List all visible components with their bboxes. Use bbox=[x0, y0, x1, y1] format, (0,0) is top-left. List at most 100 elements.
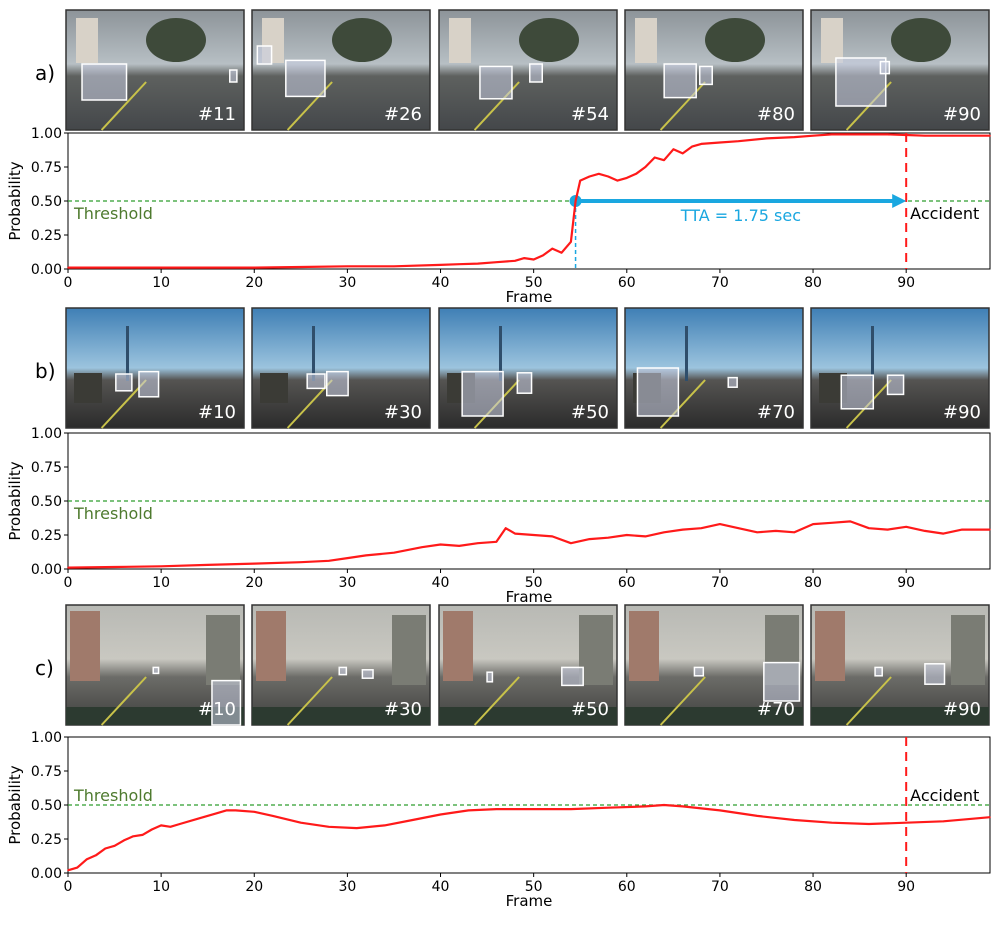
x-tick-label: 80 bbox=[804, 879, 822, 895]
probability-series-line bbox=[68, 133, 990, 269]
data-point bbox=[514, 260, 516, 262]
data-point bbox=[588, 538, 591, 540]
detection-box bbox=[699, 65, 713, 86]
data-point bbox=[719, 141, 721, 144]
data-point bbox=[197, 817, 200, 820]
data-point bbox=[625, 534, 628, 536]
building-shape bbox=[256, 611, 286, 681]
detection-box bbox=[516, 372, 533, 394]
data-point bbox=[989, 816, 991, 819]
x-tick-label: 10 bbox=[152, 275, 170, 291]
data-point bbox=[579, 179, 582, 182]
tree-shape bbox=[519, 18, 579, 62]
data-point bbox=[625, 177, 628, 179]
panel-c: c) #10 #30 #50 #70 #90 0.00 0.25 0.50 0.75 1.00 0 10… bbox=[6, 604, 991, 910]
data-point bbox=[574, 200, 577, 202]
detection-box bbox=[763, 661, 801, 702]
x-tick-label: 90 bbox=[897, 575, 915, 591]
data-point bbox=[300, 821, 302, 824]
probability-series-line bbox=[67, 520, 990, 569]
data-point bbox=[942, 820, 945, 823]
y-axis-label: Probability bbox=[6, 461, 24, 540]
data-point bbox=[942, 532, 945, 535]
building-shape bbox=[206, 615, 240, 685]
building-shape bbox=[815, 611, 845, 681]
pole-shape bbox=[871, 326, 874, 381]
panel-a: a) #11 #26 #54 #80 #90 0.00 0.25 0.50 0.75 1.00 0 10… bbox=[6, 9, 991, 306]
data-point bbox=[225, 809, 228, 812]
frame-thumbnail: #70 bbox=[624, 307, 804, 429]
data-point bbox=[160, 824, 162, 827]
data-point bbox=[495, 808, 498, 810]
data-point bbox=[756, 815, 758, 817]
building-shape bbox=[449, 18, 471, 63]
data-point bbox=[458, 545, 460, 547]
lane-line bbox=[659, 379, 706, 429]
frame-thumbnail: #11 bbox=[65, 9, 245, 131]
data-point bbox=[570, 808, 572, 810]
chart: 0.00 0.25 0.50 0.75 1.00 0 10 20 30 40 50 60 70 80 90 F… bbox=[6, 730, 991, 910]
data-point bbox=[113, 845, 116, 847]
x-axis-label: Frame bbox=[506, 588, 553, 606]
data-point bbox=[178, 823, 181, 825]
data-point bbox=[300, 561, 302, 563]
detection-box bbox=[886, 374, 905, 396]
x-axis-label: Frame bbox=[506, 288, 553, 306]
data-point bbox=[346, 265, 349, 268]
frame-number: #70 bbox=[757, 699, 795, 720]
lane-line bbox=[659, 81, 706, 131]
detection-box bbox=[138, 370, 160, 398]
data-point bbox=[886, 528, 889, 531]
frame-number: #10 bbox=[198, 699, 236, 720]
probability-series-line bbox=[67, 803, 991, 872]
x-tick-label: 30 bbox=[338, 275, 356, 291]
detection-box bbox=[636, 367, 680, 417]
data-point bbox=[141, 834, 144, 836]
data-point bbox=[439, 264, 442, 266]
data-point bbox=[812, 134, 814, 137]
building-shape bbox=[951, 615, 985, 685]
building-shape bbox=[629, 611, 659, 681]
data-point bbox=[691, 145, 693, 148]
data-point bbox=[551, 535, 554, 538]
lane-line bbox=[845, 676, 892, 726]
data-point bbox=[467, 809, 470, 812]
car-shape bbox=[74, 373, 102, 403]
data-point bbox=[663, 531, 665, 534]
plot-frame bbox=[67, 432, 991, 570]
data-point bbox=[95, 854, 97, 857]
x-tick-label: 60 bbox=[618, 275, 636, 291]
panel-label: c) bbox=[35, 656, 54, 680]
frame-number: #54 bbox=[571, 104, 609, 125]
data-point bbox=[989, 528, 991, 531]
data-point bbox=[905, 821, 907, 824]
data-point bbox=[681, 528, 684, 531]
data-point bbox=[598, 173, 600, 175]
data-point bbox=[570, 241, 572, 243]
y-tick-label: 0.75 bbox=[31, 160, 62, 176]
x-tick-label: 80 bbox=[804, 575, 822, 591]
data-point bbox=[551, 247, 554, 250]
x-tick-label: 20 bbox=[245, 275, 263, 291]
detection-box bbox=[924, 663, 946, 685]
panel-label: b) bbox=[35, 359, 56, 383]
building-shape bbox=[635, 18, 657, 63]
data-point bbox=[830, 521, 833, 524]
data-point bbox=[272, 815, 274, 817]
lane-line bbox=[100, 81, 147, 131]
data-point bbox=[793, 819, 796, 821]
data-point bbox=[737, 527, 740, 529]
data-point bbox=[504, 527, 507, 529]
data-point bbox=[532, 258, 535, 261]
x-tick-label: 40 bbox=[432, 575, 450, 591]
y-tick-label: 0.50 bbox=[31, 494, 62, 510]
frame-image bbox=[251, 307, 431, 429]
car-shape bbox=[260, 373, 288, 403]
x-tick-label: 0 bbox=[64, 575, 73, 591]
frame-number: #50 bbox=[571, 699, 609, 720]
data-point bbox=[570, 542, 572, 544]
data-point bbox=[253, 266, 256, 269]
data-point bbox=[607, 175, 609, 178]
y-tick-label: 0.75 bbox=[31, 460, 62, 476]
